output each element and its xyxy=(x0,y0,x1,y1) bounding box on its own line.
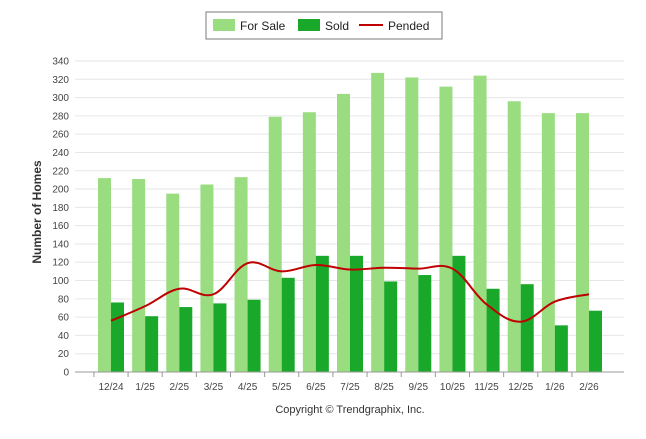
bar-for-sale xyxy=(473,75,487,373)
bar-for-sale xyxy=(576,113,589,372)
bar-for-sale xyxy=(541,113,555,372)
y-tick-label: 200 xyxy=(52,185,69,196)
y-tick-label: 160 xyxy=(52,221,69,232)
bar-sold xyxy=(247,299,261,372)
y-tick-label: 300 xyxy=(52,93,69,104)
x-tick-label: 11/25 xyxy=(474,382,499,393)
legend-label-pended: Pended xyxy=(388,19,429,33)
bar-sold xyxy=(350,255,363,372)
bar-for-sale xyxy=(439,86,453,373)
bar-sold xyxy=(145,316,159,372)
y-tick-label: 60 xyxy=(58,313,70,324)
series-pended xyxy=(110,261,590,323)
bar-sold xyxy=(384,281,398,372)
bar-sold xyxy=(418,275,432,372)
y-tick-label: 280 xyxy=(52,111,69,122)
bar-sold xyxy=(111,302,124,372)
y-tick-label: 100 xyxy=(52,276,69,287)
x-tick-label: 4/25 xyxy=(238,382,258,393)
x-tick-label: 10/25 xyxy=(440,382,465,393)
legend: For Sale Sold Pended xyxy=(205,11,443,40)
y-tick-label: 120 xyxy=(52,258,69,269)
x-tick-label: 3/25 xyxy=(204,382,224,393)
bar-for-sale xyxy=(132,178,146,372)
x-tick-label: 12/24 xyxy=(98,382,123,393)
bar-sold xyxy=(452,255,466,372)
x-tick-label: 1/26 xyxy=(545,382,565,393)
legend-label-sold: Sold xyxy=(325,19,349,33)
x-tick-label: 8/25 xyxy=(374,382,394,393)
bar-sold xyxy=(554,325,568,372)
y-tick-label: 260 xyxy=(52,130,69,141)
y-tick-label: 40 xyxy=(58,331,70,342)
x-tick-label: 2/26 xyxy=(579,382,599,393)
series-for-sale xyxy=(98,72,589,373)
bar-for-sale xyxy=(337,93,350,372)
y-axis-ticks: 0 20 40 60 80 100 120 140 160 180 200 220 240 260 280 3… xyxy=(52,57,69,379)
bar-for-sale xyxy=(234,177,248,372)
bar-sold xyxy=(520,284,534,372)
x-tick-label: 5/25 xyxy=(272,382,292,393)
legend-label-for-sale: For Sale xyxy=(240,19,286,33)
x-axis-ticks: 12/24 1/25 2/25 3/25 4/25 5/25 6/25 7/25 8/25 9/2… xyxy=(93,372,599,393)
bar-sold xyxy=(315,255,329,372)
bar-for-sale xyxy=(302,112,316,373)
x-tick-label: 6/25 xyxy=(306,382,326,393)
bar-for-sale xyxy=(268,116,282,372)
y-axis-title: Number of Homes xyxy=(30,160,44,264)
y-tick-label: 220 xyxy=(52,166,69,177)
y-tick-label: 240 xyxy=(52,148,69,159)
legend-box xyxy=(205,11,443,40)
bar-for-sale xyxy=(507,101,521,372)
bar-for-sale xyxy=(371,72,385,372)
bar-sold xyxy=(179,307,193,372)
bar-sold xyxy=(589,310,602,372)
bar-sold xyxy=(213,303,227,372)
bar-sold xyxy=(486,288,500,372)
bar-sold xyxy=(281,277,295,372)
bar-for-sale xyxy=(405,77,419,372)
x-tick-label: 7/25 xyxy=(340,382,360,393)
y-tick-label: 0 xyxy=(63,368,69,379)
x-tick-label: 2/25 xyxy=(170,382,190,393)
x-tick-label: 1/25 xyxy=(135,382,155,393)
y-tick-label: 20 xyxy=(58,349,70,360)
legend-swatch-for-sale xyxy=(213,19,235,31)
y-tick-label: 320 xyxy=(52,75,69,86)
copyright-footer: Copyright © Trendgraphix, Inc. xyxy=(275,404,424,416)
bar-for-sale xyxy=(166,193,180,372)
line-pended xyxy=(110,261,590,323)
y-tick-label: 340 xyxy=(52,57,69,68)
x-tick-label: 12/25 xyxy=(508,382,533,393)
series-sold xyxy=(111,255,602,372)
legend-swatch-sold xyxy=(298,19,320,31)
y-tick-label: 80 xyxy=(58,294,70,305)
y-tick-label: 180 xyxy=(52,203,69,214)
bar-for-sale xyxy=(98,178,111,372)
bar-for-sale xyxy=(200,184,214,372)
x-tick-label: 9/25 xyxy=(409,382,429,393)
y-tick-label: 140 xyxy=(52,239,69,250)
